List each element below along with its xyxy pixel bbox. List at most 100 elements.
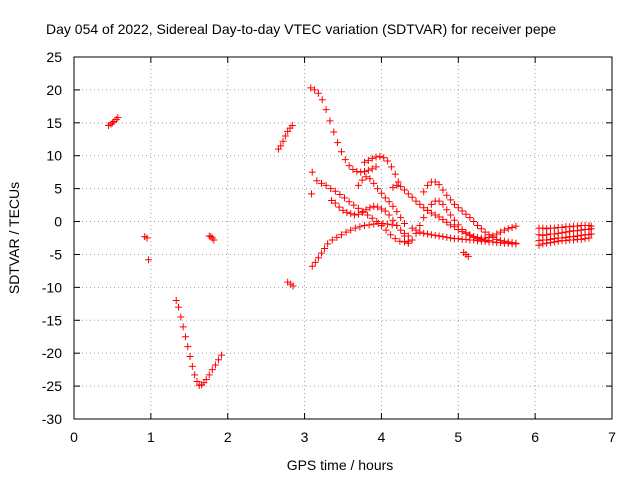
data-point xyxy=(439,186,447,194)
data-point xyxy=(427,231,435,239)
data-point xyxy=(397,214,405,222)
data-point xyxy=(345,198,353,206)
data-point xyxy=(412,197,420,205)
data-point xyxy=(420,229,428,237)
data-series xyxy=(327,196,412,240)
data-point xyxy=(404,190,412,198)
data-series xyxy=(202,351,226,384)
data-point xyxy=(191,371,199,379)
data-point xyxy=(288,121,296,129)
data-point xyxy=(389,202,397,210)
data-point xyxy=(470,236,478,244)
data-point xyxy=(205,371,213,379)
data-point xyxy=(543,239,551,247)
data-point xyxy=(500,226,508,234)
data-point xyxy=(454,204,462,212)
x-tick-label: 2 xyxy=(224,429,232,445)
data-point xyxy=(108,119,116,127)
data-point xyxy=(412,226,420,234)
data-point xyxy=(343,208,351,216)
data-point xyxy=(435,232,443,240)
data-series xyxy=(354,173,408,228)
data-point xyxy=(179,323,187,331)
data-point xyxy=(485,231,493,239)
data-series xyxy=(284,278,297,290)
data-point xyxy=(547,239,555,247)
data-point xyxy=(497,228,505,236)
data-series xyxy=(308,220,401,270)
data-point xyxy=(387,163,395,171)
data-point xyxy=(181,333,189,341)
data-point xyxy=(207,233,215,241)
data-point xyxy=(172,297,180,305)
data-point xyxy=(408,224,416,232)
data-point xyxy=(372,163,380,171)
data-point xyxy=(336,191,344,199)
data-series xyxy=(535,234,593,249)
data-point xyxy=(474,221,481,229)
x-axis-label: GPS time / hours xyxy=(287,457,394,473)
data-point xyxy=(420,214,428,222)
data-point xyxy=(331,187,339,195)
data-point xyxy=(512,240,520,248)
data-point xyxy=(307,190,315,198)
data-point xyxy=(314,254,322,262)
data-point xyxy=(322,181,330,189)
data-point xyxy=(362,173,370,181)
data-point xyxy=(357,168,365,176)
data-point xyxy=(314,89,322,97)
data-point xyxy=(435,213,443,221)
data-point xyxy=(202,376,210,384)
data-point xyxy=(396,237,404,245)
data-point xyxy=(391,235,399,243)
data-series xyxy=(308,168,412,247)
data-series xyxy=(361,152,402,186)
data-point xyxy=(184,343,192,351)
data-point xyxy=(317,179,325,187)
data-point xyxy=(562,237,570,245)
data-point xyxy=(337,231,345,239)
data-point xyxy=(435,181,443,189)
data-point xyxy=(361,221,369,229)
data-point xyxy=(321,245,329,253)
data-point xyxy=(458,207,466,215)
x-tick-label: 3 xyxy=(301,429,309,445)
data-point xyxy=(381,194,389,202)
data-point xyxy=(577,235,585,243)
data-point xyxy=(143,234,151,242)
data-point xyxy=(447,196,455,204)
data-point xyxy=(335,203,343,211)
data-point xyxy=(218,351,226,359)
data-point xyxy=(431,178,439,186)
y-tick-label: 0 xyxy=(54,214,62,230)
data-point xyxy=(368,214,376,222)
data-point xyxy=(361,158,369,166)
data-point xyxy=(353,168,361,176)
data-point xyxy=(349,166,357,174)
data-point xyxy=(388,221,396,229)
data-point xyxy=(481,228,489,236)
data-point xyxy=(354,204,362,212)
data-series xyxy=(205,232,218,244)
chart-title: Day 054 of 2022, Sidereal Day-to-day VTE… xyxy=(46,21,556,37)
data-point xyxy=(424,230,432,238)
data-point xyxy=(366,204,374,212)
data-series xyxy=(172,297,208,389)
data-point xyxy=(408,193,416,201)
data-point xyxy=(347,226,355,234)
y-tick-label: -15 xyxy=(42,312,62,328)
x-tick-label: 1 xyxy=(147,429,155,445)
data-point xyxy=(497,239,505,247)
data-point xyxy=(289,282,297,290)
data-point xyxy=(408,236,416,244)
data-point xyxy=(364,211,372,219)
data-point xyxy=(462,210,470,218)
data-point xyxy=(397,183,405,191)
y-tick-label: 15 xyxy=(46,115,62,131)
data-point xyxy=(431,231,439,239)
data-series xyxy=(420,178,520,247)
data-point xyxy=(454,235,462,243)
data-points xyxy=(105,84,595,389)
data-point xyxy=(342,228,350,236)
